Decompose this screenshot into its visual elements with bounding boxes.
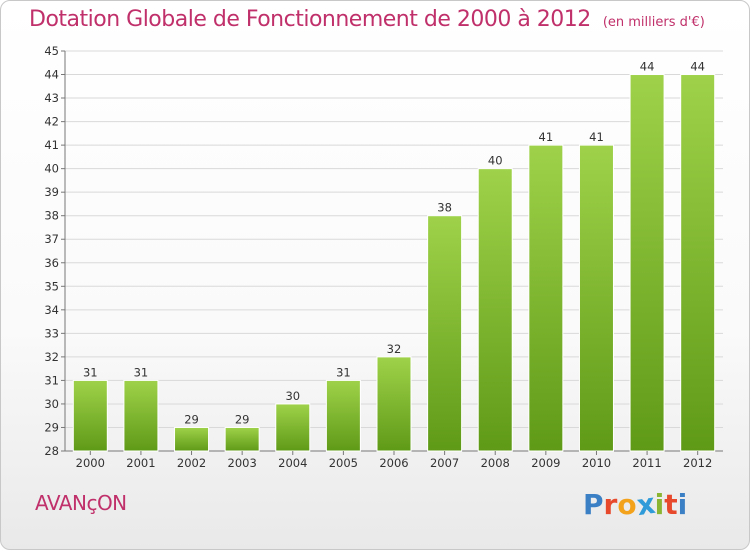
bar bbox=[629, 74, 665, 452]
bar-value-label: 31 bbox=[336, 365, 351, 379]
y-tick-label: 28 bbox=[44, 444, 59, 458]
y-tick-label: 33 bbox=[44, 326, 59, 340]
bar-value-label: 29 bbox=[235, 412, 250, 426]
logo-letter: o bbox=[617, 488, 637, 521]
y-tick-label: 42 bbox=[44, 115, 59, 129]
y-tick-label: 36 bbox=[44, 256, 59, 270]
y-tick-label: 40 bbox=[44, 162, 59, 176]
x-tick-label: 2009 bbox=[531, 456, 560, 470]
bar-value-label: 30 bbox=[285, 389, 300, 403]
bar bbox=[174, 426, 210, 452]
bar-value-label: 40 bbox=[488, 154, 503, 168]
chart-subtitle: (en milliers d'€) bbox=[602, 15, 705, 30]
x-tick-label: 2007 bbox=[430, 456, 459, 470]
bar bbox=[224, 426, 260, 452]
commune-name: AVANçON bbox=[35, 491, 127, 515]
bar bbox=[680, 74, 716, 452]
y-tick-label: 30 bbox=[44, 397, 59, 411]
y-tick-label: 35 bbox=[44, 279, 59, 293]
y-axis-ticks: 28 29 30 31 32 33 34 35 36 37 38 39 40 41 42 43 44 45 bbox=[44, 44, 65, 458]
x-tick-label: 2012 bbox=[683, 456, 712, 470]
bar-value-label: 44 bbox=[640, 60, 655, 74]
logo-letter: i bbox=[654, 488, 665, 521]
y-tick-label: 29 bbox=[44, 420, 59, 434]
bar bbox=[578, 144, 614, 452]
x-tick-label: 2006 bbox=[379, 456, 408, 470]
bar bbox=[376, 356, 412, 452]
x-tick-label: 2011 bbox=[632, 456, 661, 470]
bar-value-labels: 31 31 29 29 30 31 32 38 40 41 41 44 44 bbox=[83, 60, 705, 427]
x-tick-label: 2005 bbox=[329, 456, 358, 470]
x-tick-label: 2004 bbox=[278, 456, 307, 470]
bar-value-label: 32 bbox=[387, 342, 402, 356]
bar-value-label: 31 bbox=[83, 365, 98, 379]
y-tick-label: 31 bbox=[44, 373, 59, 387]
x-axis-ticks: 2000 2001 2002 2003 2004 2005 2006 2007 2008 2009… bbox=[76, 451, 712, 470]
y-tick-label: 34 bbox=[44, 303, 59, 317]
y-tick-label: 37 bbox=[44, 232, 59, 246]
x-tick-label: 2010 bbox=[582, 456, 611, 470]
bar-value-label: 41 bbox=[539, 130, 554, 144]
logo-letter: i bbox=[677, 488, 688, 521]
logo-letter: r bbox=[603, 488, 618, 521]
y-tick-label: 44 bbox=[44, 68, 59, 82]
y-tick-label: 38 bbox=[44, 209, 59, 223]
logo-letter: t bbox=[664, 488, 678, 521]
bar-value-label: 38 bbox=[437, 201, 452, 215]
bar bbox=[123, 379, 159, 452]
y-tick-label: 41 bbox=[44, 138, 59, 152]
bar-value-label: 31 bbox=[134, 365, 149, 379]
chart-title-text: Dotation Globale de Fonctionnement de 20… bbox=[29, 7, 591, 32]
bar-value-label: 29 bbox=[184, 412, 199, 426]
y-tick-label: 39 bbox=[44, 185, 59, 199]
y-tick-label: 32 bbox=[44, 350, 59, 364]
bar bbox=[275, 403, 311, 452]
x-tick-label: 2008 bbox=[481, 456, 510, 470]
bar bbox=[325, 379, 361, 452]
bar-value-label: 41 bbox=[589, 130, 604, 144]
bar bbox=[477, 168, 513, 452]
y-tick-label: 45 bbox=[44, 44, 59, 58]
x-tick-label: 2000 bbox=[76, 456, 105, 470]
y-tick-label: 43 bbox=[44, 91, 59, 105]
logo-letter: P bbox=[583, 488, 604, 521]
x-tick-label: 2002 bbox=[177, 456, 206, 470]
proxiti-logo[interactable]: Proxiti bbox=[583, 486, 688, 523]
bar bbox=[528, 144, 564, 452]
chart-title: Dotation Globale de Fonctionnement de 20… bbox=[29, 7, 705, 32]
bar bbox=[72, 379, 108, 452]
x-tick-label: 2003 bbox=[228, 456, 257, 470]
bar bbox=[427, 215, 463, 452]
x-tick-label: 2001 bbox=[126, 456, 155, 470]
bar-value-label: 44 bbox=[690, 60, 705, 74]
logo-letter: x bbox=[634, 486, 657, 523]
